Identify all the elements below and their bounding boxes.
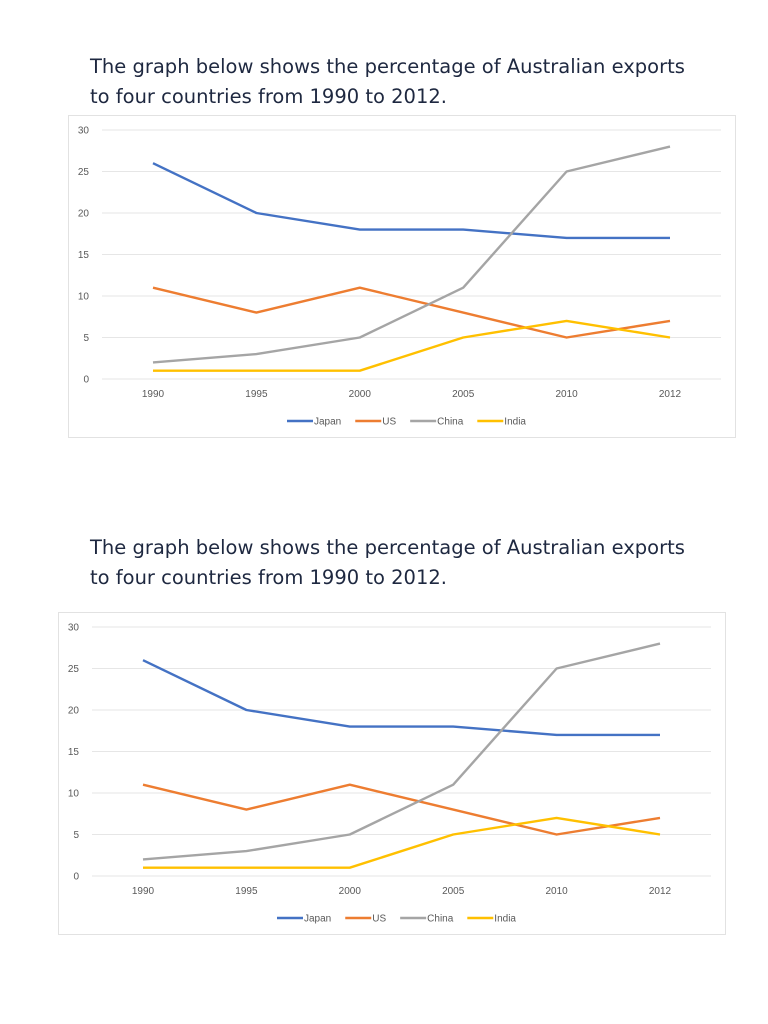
line-chart-2: 0 5 10 15 20 25 30 1990 1995 2000 2005 2010 2012 Japa…	[68, 623, 711, 925]
legend-label-india: India	[494, 914, 516, 925]
x-tick-label: 2010	[555, 389, 578, 400]
chart-2-caption: The graph below shows the percentage of …	[90, 536, 685, 589]
y-tick-label: 10	[68, 789, 80, 800]
y-tick-label: 15	[78, 250, 90, 261]
x-tick-label: 1990	[132, 886, 155, 897]
series-line-us	[142, 783, 661, 836]
x-tick-label: 2005	[452, 389, 475, 400]
series-line-china	[142, 642, 661, 861]
legend-label-japan: Japan	[304, 914, 331, 925]
x-tick-label: 2000	[339, 886, 362, 897]
y-tick-label: 0	[73, 872, 79, 883]
legend-label-china: China	[427, 914, 454, 925]
y-tick-label: 10	[78, 292, 90, 303]
y-tick-label: 15	[68, 747, 80, 758]
y-tick-label: 25	[78, 167, 90, 178]
x-tick-label: 1995	[245, 389, 268, 400]
legend-label-china: China	[437, 417, 464, 428]
series-line-us	[152, 286, 671, 339]
y-tick-label: 0	[83, 375, 89, 386]
legend-label-us: US	[372, 914, 386, 925]
series-line-japan	[142, 659, 660, 737]
series-line-india	[153, 319, 671, 372]
y-tick-label: 20	[68, 706, 80, 717]
chart-1: 0 5 10 15 20 25 30 1990 1995 2000 2005 2010 2012 Japa…	[68, 115, 736, 438]
x-tick-label: 2012	[659, 389, 682, 400]
legend-label-india: India	[504, 417, 526, 428]
y-tick-label: 5	[73, 830, 79, 841]
series-line-japan	[152, 162, 670, 240]
series-line-china	[152, 145, 671, 364]
series-line-india	[143, 816, 661, 869]
legend-label-japan: Japan	[314, 417, 341, 428]
line-chart-1: 0 5 10 15 20 25 30 1990 1995 2000 2005 2010 2012 Japa…	[78, 126, 721, 428]
x-tick-label: 2000	[349, 389, 372, 400]
y-tick-label: 5	[83, 333, 89, 344]
chart-1-caption: The graph below shows the percentage of …	[90, 55, 685, 108]
y-tick-label: 30	[78, 126, 90, 137]
legend-label-us: US	[382, 417, 396, 428]
x-tick-label: 2012	[649, 886, 672, 897]
y-tick-label: 20	[78, 209, 90, 220]
x-tick-label: 1995	[235, 886, 258, 897]
x-tick-label: 2005	[442, 886, 465, 897]
y-tick-label: 30	[68, 623, 80, 634]
x-tick-label: 1990	[142, 389, 165, 400]
chart-2: 0 5 10 15 20 25 30 1990 1995 2000 2005 2010 2012 Japa…	[58, 612, 726, 935]
y-tick-label: 25	[68, 664, 80, 675]
x-tick-label: 2010	[545, 886, 568, 897]
